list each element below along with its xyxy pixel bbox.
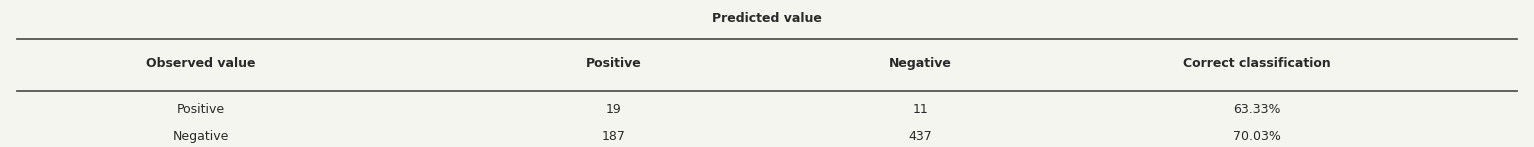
Text: 437: 437 xyxy=(908,130,933,143)
Text: Positive: Positive xyxy=(176,103,224,116)
Text: Predicted value: Predicted value xyxy=(712,12,822,25)
Text: 63.33%: 63.33% xyxy=(1233,103,1281,116)
Text: Negative: Negative xyxy=(888,57,951,70)
Text: 70.03%: 70.03% xyxy=(1233,130,1281,143)
Text: Positive: Positive xyxy=(586,57,641,70)
Text: Observed value: Observed value xyxy=(146,57,255,70)
Text: Negative: Negative xyxy=(172,130,229,143)
Text: 11: 11 xyxy=(913,103,928,116)
Text: Correct classification: Correct classification xyxy=(1183,57,1332,70)
Text: 19: 19 xyxy=(606,103,621,116)
Text: 187: 187 xyxy=(601,130,626,143)
